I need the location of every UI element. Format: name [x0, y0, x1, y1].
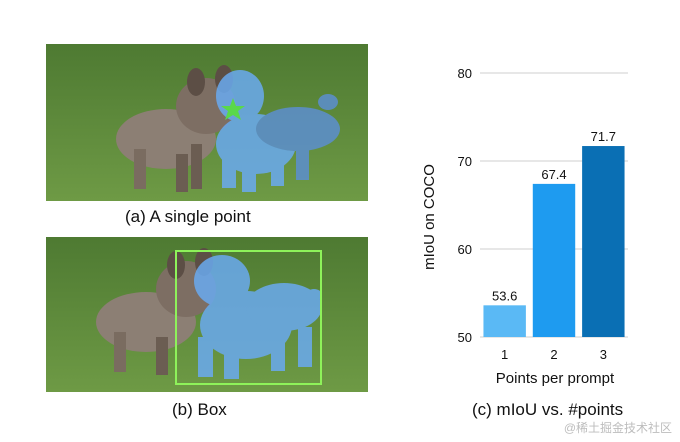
x-tick-label: 1 [501, 347, 508, 362]
segmentation-mask [194, 255, 322, 379]
bar-value-label: 53.6 [492, 288, 517, 303]
box-prompt-photo [46, 237, 368, 392]
y-tick-label: 60 [458, 242, 472, 257]
bar-value-label: 67.4 [541, 167, 566, 182]
box-prompt-rectangle [175, 250, 322, 385]
panel-c-caption: (c) mIoU vs. #points [472, 400, 624, 419]
panel-a-image [46, 44, 368, 201]
panel-b-image [46, 237, 368, 392]
bar-value-label: 71.7 [591, 129, 616, 144]
y-tick-label: 70 [458, 154, 472, 169]
point-prompt-star-icon [221, 98, 245, 120]
bar-1 [483, 305, 526, 337]
x-tick-label: 2 [550, 347, 557, 362]
watermark-text: @稀土掘金技术社区 [563, 421, 672, 435]
segmentation-mask [216, 70, 340, 192]
y-axis-label: mIoU on COCO [421, 164, 438, 270]
y-tick-label: 80 [458, 66, 472, 81]
bar-3 [582, 146, 625, 337]
miou-bar-chart: 53.6 67.4 71.7 50 60 70 80 1 2 3 mIoU on COCO P… [421, 66, 628, 387]
panel-b-caption: (b) Box [172, 400, 227, 419]
x-axis-label: Points per prompt [496, 370, 615, 387]
x-tick-label: 3 [600, 347, 607, 362]
single-point-photo [46, 44, 368, 201]
y-tick-label: 50 [458, 330, 472, 345]
bar-2 [532, 183, 576, 337]
panel-a-caption: (a) A single point [125, 207, 251, 226]
